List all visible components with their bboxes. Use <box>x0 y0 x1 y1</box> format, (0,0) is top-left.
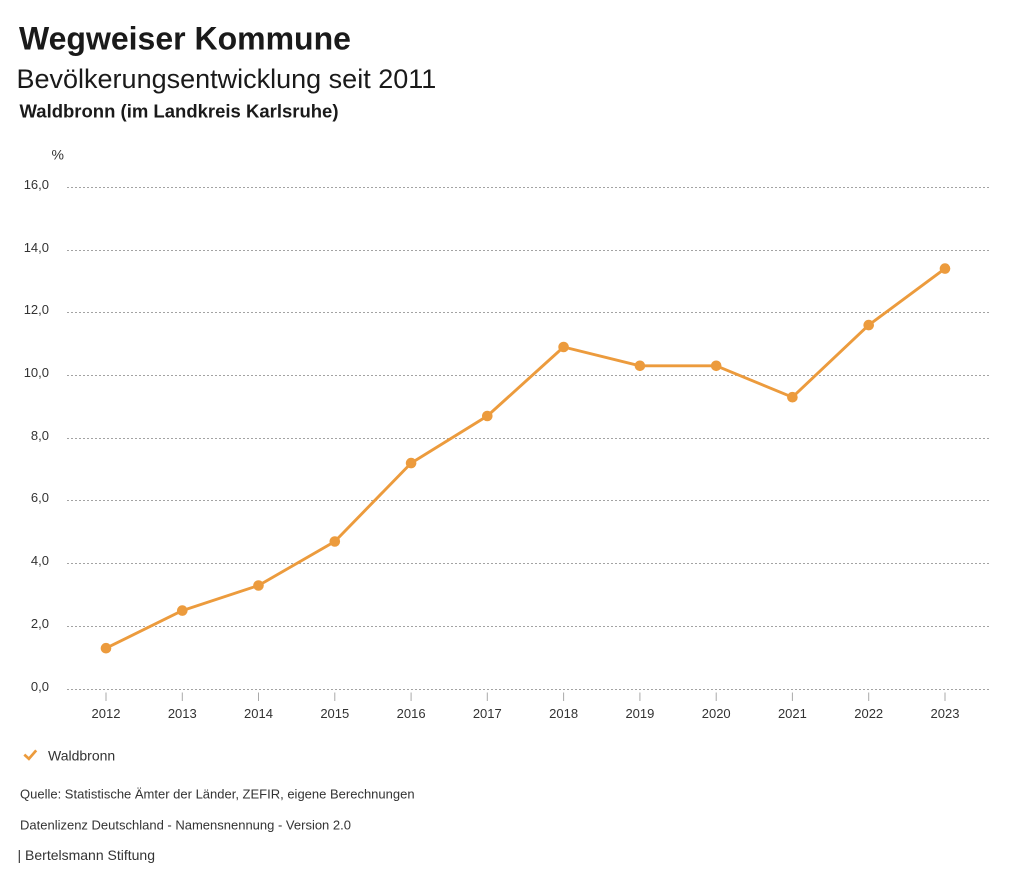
svg-text:16,0: 16,0 <box>24 177 49 192</box>
svg-text:2016: 2016 <box>397 706 426 721</box>
svg-text:2018: 2018 <box>549 706 578 721</box>
svg-text:2015: 2015 <box>320 706 349 721</box>
svg-text:Wegweiser Kommune: Wegweiser Kommune <box>19 21 351 57</box>
svg-text:Datenlizenz Deutschland - Name: Datenlizenz Deutschland - Namensnennung … <box>20 818 351 833</box>
svg-text:2022: 2022 <box>854 706 883 721</box>
svg-text:2014: 2014 <box>244 706 273 721</box>
svg-text:2020: 2020 <box>702 706 731 721</box>
svg-text:Waldbronn: Waldbronn <box>48 748 115 764</box>
svg-text:2012: 2012 <box>92 706 121 721</box>
svg-text:0,0: 0,0 <box>31 679 49 694</box>
svg-text:10,0: 10,0 <box>24 365 49 380</box>
svg-text:6,0: 6,0 <box>31 490 49 505</box>
svg-text:Quelle: Statistische Ämter der: Quelle: Statistische Ämter der Länder, Z… <box>20 787 415 802</box>
svg-text:2021: 2021 <box>778 706 807 721</box>
svg-text:8,0: 8,0 <box>31 428 49 443</box>
svg-text:Bevölkerungsentwicklung seit 2: Bevölkerungsentwicklung seit 2011 <box>17 64 437 94</box>
svg-text:4,0: 4,0 <box>31 553 49 568</box>
svg-text:2013: 2013 <box>168 706 197 721</box>
svg-text:%: % <box>52 146 64 162</box>
svg-text:2019: 2019 <box>625 706 654 721</box>
svg-text:| Bertelsmann Stiftung: | Bertelsmann Stiftung <box>18 847 155 863</box>
svg-text:2,0: 2,0 <box>31 616 49 631</box>
svg-text:14,0: 14,0 <box>24 240 49 255</box>
svg-text:2017: 2017 <box>473 706 502 721</box>
svg-text:2023: 2023 <box>931 706 960 721</box>
svg-text:12,0: 12,0 <box>24 302 49 317</box>
svg-text:Waldbronn (im Landkreis Karlsr: Waldbronn (im Landkreis Karlsruhe) <box>20 101 339 122</box>
